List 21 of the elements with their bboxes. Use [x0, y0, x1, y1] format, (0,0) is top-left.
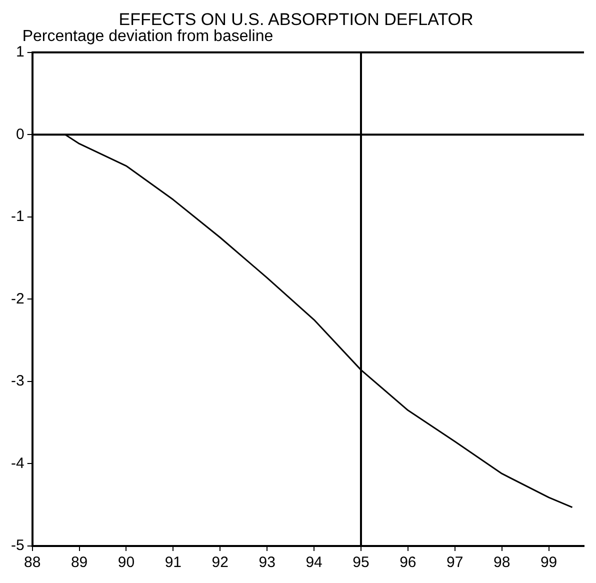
x-tick-label: 96	[400, 554, 416, 572]
x-tick-label: 89	[70, 554, 88, 572]
chart-title: EFFECTS ON U.S. ABSORPTION DEFLATOR	[118, 10, 474, 29]
y-tick-label: -5	[10, 537, 24, 554]
x-tick-label: 97	[446, 554, 464, 572]
x-tick-label: 90	[118, 554, 135, 572]
y-tick-label: -3	[10, 372, 24, 390]
x-tick-label: 95	[352, 554, 370, 572]
x-tick-label: 92	[212, 554, 228, 572]
y-tick-label: 1	[16, 44, 24, 61]
y-axis-title: Percentage deviation from baseline	[22, 28, 274, 45]
x-tick-label: 91	[164, 554, 182, 572]
y-tick-label: 0	[16, 126, 24, 143]
x-tick-label: 99	[540, 554, 558, 572]
x-tick-label: 98	[493, 554, 510, 572]
x-tick-label: 93	[258, 554, 276, 572]
y-tick-label: -4	[10, 454, 24, 472]
y-tick-label: -2	[10, 290, 24, 308]
x-tick-label: 94	[306, 554, 322, 572]
x-tick-label: 88	[24, 554, 41, 572]
y-tick-label: -1	[10, 208, 24, 226]
